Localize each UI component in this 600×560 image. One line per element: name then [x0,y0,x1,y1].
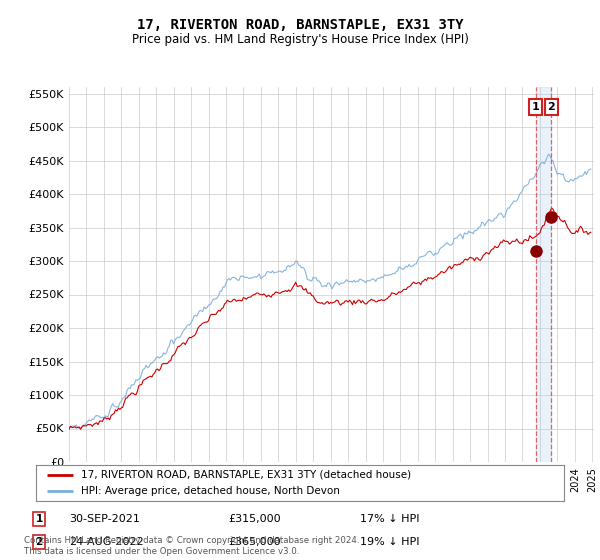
Text: £315,000: £315,000 [228,514,281,524]
Text: HPI: Average price, detached house, North Devon: HPI: Average price, detached house, Nort… [81,486,340,496]
Text: 2: 2 [547,102,555,112]
Text: 17% ↓ HPI: 17% ↓ HPI [360,514,419,524]
Text: Price paid vs. HM Land Registry's House Price Index (HPI): Price paid vs. HM Land Registry's House … [131,32,469,46]
Text: 24-AUG-2022: 24-AUG-2022 [69,537,144,547]
Text: 1: 1 [532,102,539,112]
Text: 1: 1 [35,514,43,524]
Text: 17, RIVERTON ROAD, BARNSTAPLE, EX31 3TY (detached house): 17, RIVERTON ROAD, BARNSTAPLE, EX31 3TY … [81,470,411,480]
Text: 30-SEP-2021: 30-SEP-2021 [69,514,140,524]
Bar [536,87,551,462]
Text: 17, RIVERTON ROAD, BARNSTAPLE, EX31 3TY: 17, RIVERTON ROAD, BARNSTAPLE, EX31 3TY [137,18,463,32]
Text: 2: 2 [35,537,43,547]
Text: £365,000: £365,000 [228,537,281,547]
Text: 19% ↓ HPI: 19% ↓ HPI [360,537,419,547]
Text: Contains HM Land Registry data © Crown copyright and database right 2024.
This d: Contains HM Land Registry data © Crown c… [24,536,359,556]
